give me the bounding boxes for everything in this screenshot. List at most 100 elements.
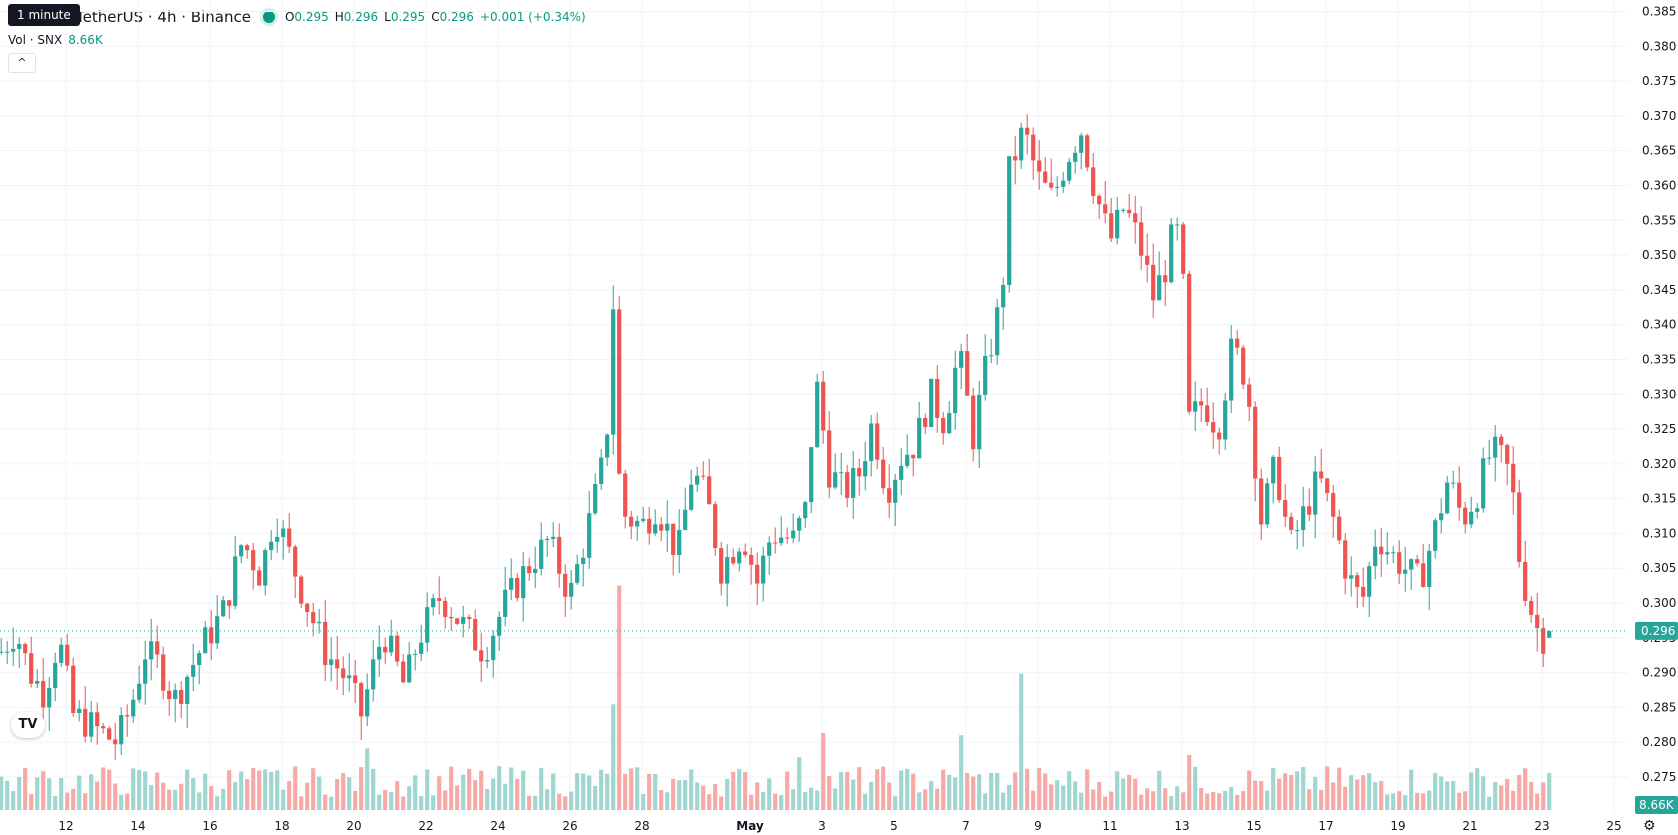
y-tick-label: 0.385 [1642,5,1676,19]
volume-bar [1259,780,1264,810]
candle-body [899,465,904,480]
volume-bar [1373,782,1378,810]
candle-body [1241,347,1246,385]
candle-body [1091,167,1096,196]
volume-bar [1445,781,1450,810]
candle-body [1049,182,1054,188]
volume-bar [659,790,664,810]
candle-body [767,542,772,556]
candle-body [1043,171,1048,183]
candle-body [815,381,820,448]
volume-bar [1493,782,1498,810]
candle-body [743,551,748,556]
candle-body [59,644,64,663]
volume-bar [1415,792,1420,810]
volume-bar [1337,767,1342,810]
volume-bar [545,789,550,810]
candle-body [299,576,304,604]
volume-bar [809,787,814,810]
candle-body [563,573,568,597]
volume-bar [113,783,118,810]
volume-bar [119,794,124,810]
tradingview-logo[interactable]: TV [11,712,45,738]
candle-body [587,513,592,558]
candle-body [1337,516,1342,541]
candle-body [827,430,832,488]
symbol-title[interactable]: TetherUS · 4h · Binance [76,8,251,26]
candle-body [953,367,958,414]
candle-body [797,518,802,531]
candle-body [1481,458,1486,509]
volume-bar [959,735,964,810]
candle-body [1187,273,1192,412]
volume-bar [533,795,538,810]
volume-bar [695,782,700,810]
candle-body [1061,180,1066,187]
candle-body [509,577,514,590]
candle-body [1277,456,1282,501]
candle-body [1259,478,1264,525]
candle-body [755,564,760,584]
volume-bar [1253,780,1258,810]
volume-bar [1331,782,1336,810]
candle-body [749,555,754,565]
candle-body [1511,463,1516,493]
candle-body [287,528,292,547]
candle-body [371,659,376,690]
candle-body [1181,224,1186,274]
volume-bar [917,792,922,810]
candle-body [77,708,82,713]
volume-bar [719,796,724,810]
candle-body [965,351,970,396]
volume-bar [1451,780,1456,810]
candle-body [209,627,214,644]
volume-bar [965,772,970,810]
volume-legend[interactable]: Vol · SNX 8.66K [8,33,103,47]
candle-body [881,459,886,489]
candle-body [1403,569,1408,574]
collapse-legend-button[interactable]: ^ [8,53,36,73]
candle-body [413,653,418,655]
volume-bar [635,767,640,810]
candle-body [1109,213,1114,239]
candle-body [1505,445,1510,464]
volume-bar [641,793,646,810]
volume-bar [989,772,994,810]
candle-body [821,381,826,431]
volume-bar [893,796,898,810]
x-tick-label: 12 [58,819,73,833]
gear-icon[interactable]: ⚙ [1643,818,1656,834]
candle-body [689,484,694,510]
volume-bar [1397,791,1402,810]
candle-body [911,454,916,459]
volume-bar [1343,786,1348,810]
volume-bar [911,773,916,810]
volume-bar [1133,778,1138,810]
candle-body [605,434,610,458]
y-tick-label: 0.355 [1642,213,1676,227]
y-tick-label: 0.350 [1642,248,1676,262]
volume-bar [1211,791,1216,810]
volume-bar [1007,784,1012,810]
volume-bar [1367,773,1372,810]
candle-body [167,690,172,700]
candle-body [833,472,838,488]
candle-body [269,541,274,551]
candle-body [389,635,394,653]
candle-body [1127,209,1132,214]
volume-bar [1247,770,1252,810]
candle-body [71,665,76,713]
volume-bar [665,792,670,810]
candle-body [1271,456,1276,484]
candle-body [251,550,256,571]
ohlc-open: O0.295 [284,10,329,24]
candle-body [1055,186,1060,188]
candle-body [851,468,856,498]
volume-bar [1469,772,1474,810]
volume-bar [131,768,136,810]
y-tick-label: 0.325 [1642,422,1676,436]
volume-bar [1313,776,1318,810]
volume-bar [1361,775,1366,810]
volume-bar [371,768,376,810]
